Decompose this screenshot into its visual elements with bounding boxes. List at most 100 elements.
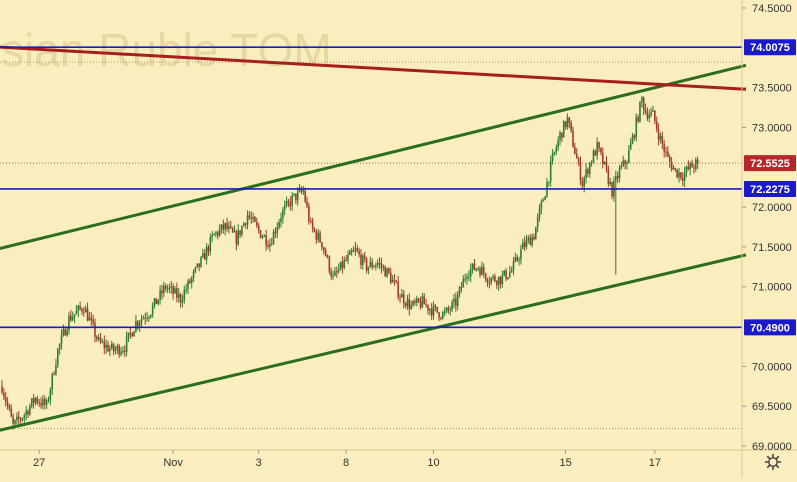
- candle-body: [494, 276, 496, 282]
- candle-body: [283, 205, 286, 211]
- grid-layer: [0, 61, 742, 429]
- candle-body: [352, 250, 355, 252]
- candle-body: [654, 110, 656, 122]
- candle-body: [661, 135, 664, 144]
- candle-body: [696, 159, 699, 164]
- candle-body: [138, 322, 141, 326]
- candle-body: [122, 350, 124, 352]
- candle-body: [150, 314, 152, 317]
- candle-body: [289, 201, 292, 207]
- candle-body: [497, 276, 500, 286]
- candle-body: [285, 201, 288, 206]
- candle-body: [185, 289, 187, 291]
- candle-body: [455, 298, 457, 306]
- candle-body: [527, 237, 530, 240]
- candle-body: [60, 334, 63, 344]
- level-badge-label: 70.4900: [750, 322, 790, 334]
- candle-body: [94, 323, 96, 337]
- candle-body: [663, 143, 665, 152]
- candle-body: [423, 296, 426, 305]
- gear-icon[interactable]: [764, 453, 782, 471]
- candle-body: [633, 135, 636, 138]
- candle-body: [594, 150, 597, 156]
- candle-body: [380, 263, 383, 268]
- candle-body: [447, 307, 450, 311]
- y-tick-label: 69.5000: [752, 401, 792, 413]
- candle-body: [618, 168, 621, 179]
- y-tick-label: 71.0000: [752, 282, 792, 294]
- candle-body: [490, 278, 492, 283]
- candle-body: [644, 109, 647, 113]
- candle-body: [261, 236, 264, 238]
- candle-body: [21, 418, 24, 420]
- candle-body: [655, 121, 658, 130]
- candle-body: [445, 307, 448, 312]
- candle-body: [36, 398, 39, 403]
- candle-body: [417, 298, 420, 302]
- candle-body: [553, 151, 556, 154]
- candle-body: [319, 232, 321, 243]
- candle-body: [287, 201, 290, 203]
- candle-body: [190, 277, 193, 283]
- candle-body: [306, 201, 308, 207]
- x-tick-label: Nov: [163, 457, 183, 469]
- candle-body: [581, 181, 584, 187]
- candle-body: [672, 167, 675, 170]
- candle-body: [628, 149, 630, 163]
- candle-body: [170, 286, 173, 288]
- candle-body: [252, 217, 254, 219]
- level-badge-bg: [744, 39, 796, 56]
- candle-body: [518, 259, 520, 261]
- candle-body: [562, 121, 565, 138]
- candle-body: [462, 278, 465, 288]
- candle-body: [136, 321, 139, 326]
- candle-body: [23, 415, 26, 419]
- candle-body: [419, 301, 422, 308]
- candle-body: [202, 253, 204, 258]
- candle-body: [131, 333, 133, 337]
- candle-body: [501, 275, 504, 285]
- candle-body: [451, 302, 453, 310]
- candle-body: [215, 232, 217, 234]
- candle-body: [683, 172, 686, 181]
- candle-body: [440, 317, 442, 319]
- candle-body: [216, 232, 219, 236]
- candle-body: [479, 268, 481, 276]
- candle-body: [233, 231, 236, 233]
- candle-body: [47, 400, 50, 402]
- level-badge-label: 72.2275: [750, 184, 790, 196]
- candle-body: [510, 270, 513, 272]
- trend-line-channel-lower: [0, 253, 747, 432]
- candle-body: [311, 221, 314, 229]
- candle-body: [135, 321, 137, 332]
- candle-body: [657, 129, 660, 140]
- candles-layer: [1, 95, 699, 430]
- candle-body: [492, 276, 494, 279]
- candle-body: [375, 265, 377, 267]
- candle-body: [241, 226, 243, 235]
- candle-body: [466, 276, 468, 279]
- candle-body: [79, 306, 81, 309]
- candle-body: [274, 231, 277, 234]
- candle-body: [14, 420, 16, 424]
- candle-body: [81, 308, 83, 312]
- y-tick-label: 69.0000: [752, 441, 792, 453]
- candle-body: [66, 330, 68, 336]
- candle-body: [477, 268, 479, 270]
- candle-body: [107, 344, 109, 352]
- candle-body: [650, 111, 652, 116]
- candle-body: [401, 294, 403, 298]
- candle-body: [239, 230, 241, 235]
- candle-body: [179, 294, 182, 303]
- candle-body: [174, 288, 176, 294]
- candle-body: [300, 189, 303, 192]
- candle-body: [544, 196, 546, 201]
- candle-body: [475, 268, 478, 270]
- candle-body: [42, 398, 44, 406]
- candle-body: [332, 275, 334, 277]
- candle-body: [561, 132, 563, 138]
- candle-body: [55, 365, 57, 375]
- candle-body: [596, 142, 598, 156]
- candle-body: [648, 115, 651, 119]
- candle-body: [639, 101, 641, 122]
